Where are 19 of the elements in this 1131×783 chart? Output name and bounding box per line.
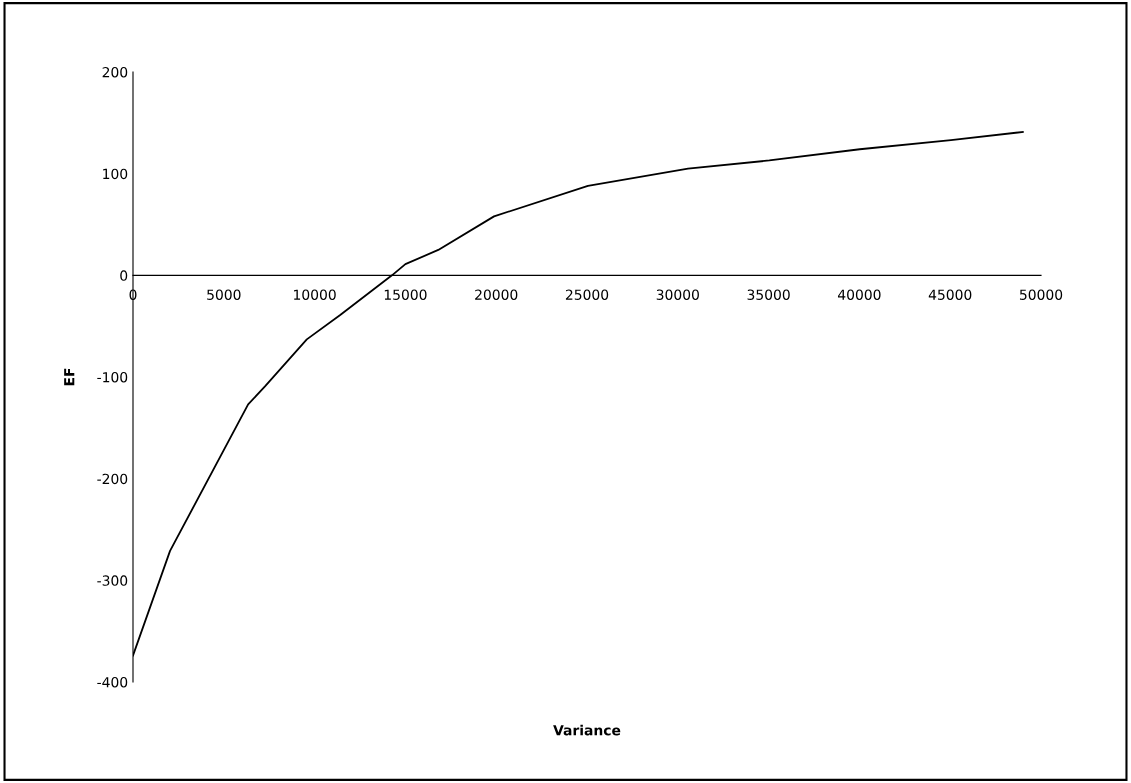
x-axis-title: Variance <box>553 724 621 736</box>
y-tick-label: -300 <box>97 575 128 586</box>
y-tick-label: -100 <box>97 371 128 383</box>
x-tick-label: 20000 <box>475 289 518 300</box>
x-tick-label: 50000 <box>1019 289 1063 300</box>
y-tick-label: -400 <box>97 676 128 688</box>
x-tick-label: 30000 <box>656 289 699 300</box>
x-tick-label: 40000 <box>837 289 881 300</box>
y-tick-label: -200 <box>97 473 128 485</box>
y-tick-label: 100 <box>103 168 128 180</box>
y-tick-label: 0 <box>120 270 128 281</box>
x-tick-label: 35000 <box>747 289 790 300</box>
x-tick-label: 5000 <box>207 289 241 300</box>
x-tick-label: 45000 <box>928 289 972 300</box>
y-tick-label: 200 <box>102 66 128 78</box>
x-tick-label: 10000 <box>294 289 336 300</box>
x-tick-label: 15000 <box>384 289 427 300</box>
x-tick-label: 25000 <box>565 289 609 300</box>
y-axis-title: EF <box>64 368 75 386</box>
